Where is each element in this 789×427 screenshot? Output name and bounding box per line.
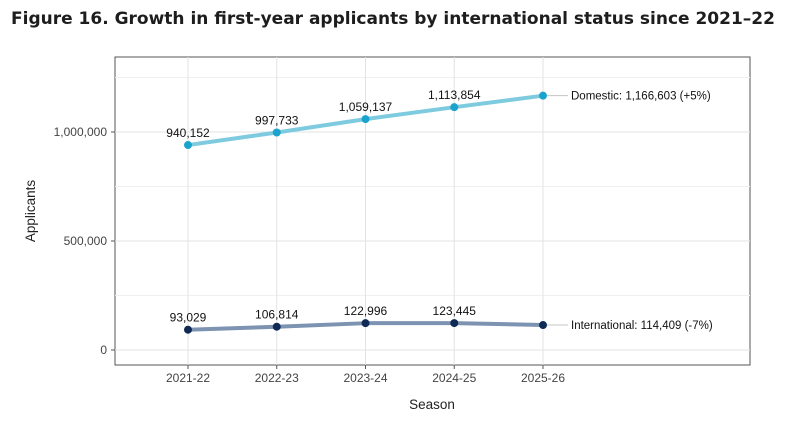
- domestic-data-label: 1,059,137: [339, 100, 393, 114]
- x-axis-title: Season: [409, 397, 455, 412]
- international-data-point: [184, 325, 192, 334]
- domestic-data-label: 1,113,854: [428, 88, 481, 102]
- y-tick-label: 1,000,000: [54, 125, 108, 139]
- y-tick-label: 500,000: [64, 234, 108, 248]
- y-axis-title: Applicants: [23, 180, 38, 243]
- x-tick-label: 2024-25: [432, 371, 476, 385]
- figure-title: Figure 16. Growth in first-year applican…: [11, 9, 775, 29]
- international-end-label: International: 114,409 (-7%): [571, 320, 713, 332]
- x-tick-label: 2021-22: [166, 371, 210, 385]
- international-data-label: 123,445: [433, 304, 477, 318]
- domestic-data-point: [184, 141, 192, 150]
- x-tick-label: 2022-23: [255, 371, 299, 385]
- international-data-label: 93,029: [170, 311, 207, 325]
- international-data-label: 122,996: [344, 304, 388, 318]
- domestic-data-label: 940,152: [166, 126, 210, 140]
- domestic-end-label: Domestic: 1,166,603 (+5%): [571, 91, 711, 103]
- y-tick-label: 0: [100, 343, 107, 357]
- domestic-data-point: [361, 115, 370, 124]
- y-axis-ticks: 0 500,000 1,000,000: [54, 125, 115, 357]
- international-data-label: 106,814: [255, 308, 299, 322]
- international-data-point: [361, 319, 370, 328]
- international-data-point: [539, 321, 547, 330]
- x-tick-label: 2025-26: [521, 371, 565, 385]
- data-labels: 940,152 997,733 1,059,137 1,113,854 Domestic…: [166, 88, 713, 332]
- plot-panel: [114, 56, 751, 366]
- domestic-data-label: 997,733: [255, 113, 299, 127]
- international-data-point: [450, 319, 459, 328]
- grid-lines: [115, 57, 750, 365]
- domestic-data-point: [450, 103, 459, 112]
- x-tick-label: 2023-24: [343, 371, 387, 385]
- domestic-data-point: [272, 128, 281, 137]
- international-data-point: [272, 322, 281, 331]
- x-axis-ticks: 2021-22 2022-23 2023-24 2024-25 2025-26: [166, 365, 565, 385]
- series-lines: [184, 91, 547, 334]
- domestic-data-point: [539, 91, 547, 100]
